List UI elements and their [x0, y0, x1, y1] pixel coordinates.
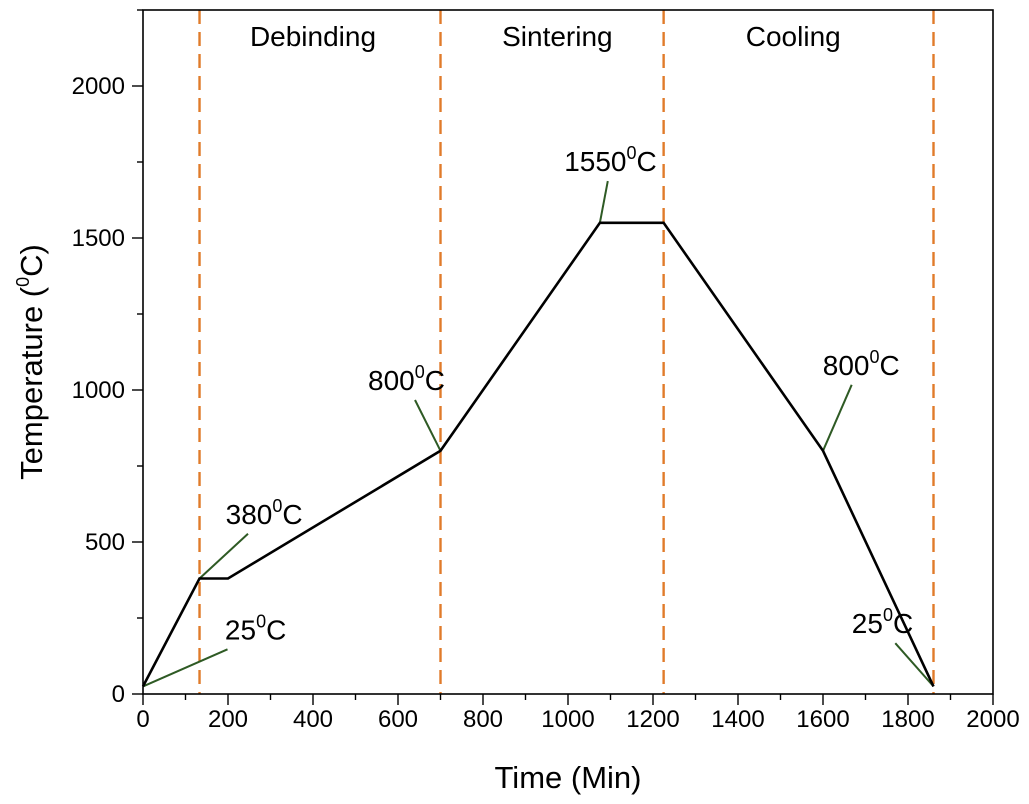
annotation-label: 3800C	[226, 496, 303, 530]
temperature-series-line	[141, 221, 935, 688]
annotation-leader-line	[414, 399, 442, 452]
plot-frame	[142, 9, 994, 695]
x-tick-label: 2000	[966, 706, 1019, 733]
annotation-leader-line	[142, 648, 228, 688]
y-axis-title: Temperature (0C)	[13, 244, 49, 480]
y-tick-label: 500	[85, 529, 125, 556]
annotation-label: 8000C	[368, 362, 445, 396]
x-tick-label: 1600	[796, 706, 849, 733]
annotation-labels: 250C 3800C 8000C 15500C 8000C 250C	[225, 143, 913, 645]
y-tick-label: 1500	[72, 225, 125, 252]
annotation-leader-line	[822, 384, 853, 452]
x-tick-label: 1000	[541, 706, 594, 733]
x-tick-label: 600	[378, 706, 418, 733]
y-axis-ticks: 0 500 1000 1500 2000	[72, 9, 143, 708]
stage-label: Sintering	[502, 21, 613, 52]
y-tick-label: 2000	[72, 73, 125, 100]
y-axis-title-main: Temperature (	[14, 286, 49, 480]
x-tick-label: 400	[293, 706, 333, 733]
x-tick-label: 1800	[881, 706, 934, 733]
x-tick-label: 1400	[711, 706, 764, 733]
x-axis-ticks: 0 200 400 600 800 1000 1200 1400 1600 1800 2000	[136, 694, 1020, 733]
x-axis-title: Time (Min)	[495, 760, 642, 795]
stage-label: Debinding	[250, 21, 376, 52]
annotation-leader-line	[894, 642, 935, 688]
x-tick-label: 200	[208, 706, 248, 733]
y-tick-label: 1000	[72, 377, 125, 404]
x-tick-label: 1200	[626, 706, 679, 733]
annotation-leader-line	[598, 180, 609, 223]
annotation-leaders	[142, 180, 935, 688]
stage-boundaries	[198, 10, 935, 694]
annotation-label: 8000C	[823, 347, 900, 381]
x-tick-label: 0	[136, 706, 149, 733]
x-tick-label: 800	[463, 706, 503, 733]
y-axis-title-end: C)	[14, 244, 49, 277]
annotation-label: 250C	[852, 605, 913, 639]
stage-labels: Debinding Sintering Cooling	[250, 21, 841, 52]
annotation-label: 250C	[225, 611, 286, 645]
y-axis-title-sup: 0	[13, 277, 33, 287]
annotation-leader-line	[198, 533, 249, 580]
stage-label: Cooling	[746, 21, 841, 52]
y-tick-label: 0	[112, 681, 125, 708]
annotation-label: 15500C	[564, 143, 657, 177]
